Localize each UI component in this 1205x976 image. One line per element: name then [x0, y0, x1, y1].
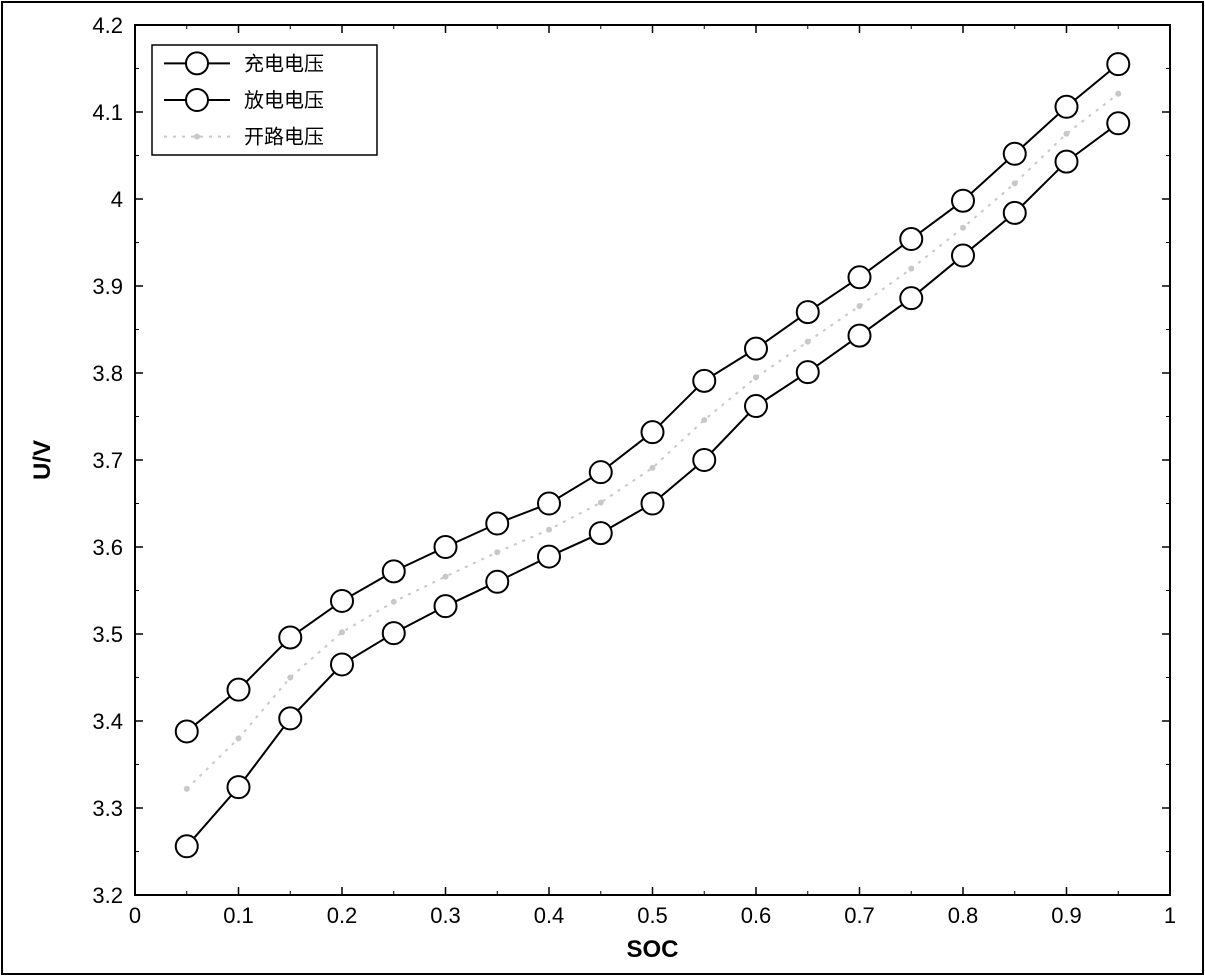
series-marker-ocv	[287, 675, 293, 681]
series-marker-charge	[435, 536, 457, 558]
chart-container: 0 0.1 0.2 0.3 0.4 0.5 0.6 0.7 0.8 0.9 1 3.2 3.3 3.4 3.…	[0, 0, 1205, 976]
series-marker-charge	[849, 266, 871, 288]
series-marker-discharge	[1056, 151, 1078, 173]
series-marker-charge	[228, 679, 250, 701]
series-marker-charge	[538, 493, 560, 515]
y-tick-label: 3.3	[92, 796, 123, 821]
y-tick-label: 3.5	[92, 622, 123, 647]
series-marker-discharge	[176, 835, 198, 857]
y-tick-label: 4.2	[92, 13, 123, 38]
x-tick-label: 0	[129, 903, 141, 928]
series-marker-discharge	[383, 622, 405, 644]
x-tick-label: 0.9	[1051, 903, 1082, 928]
y-tick-label: 3.8	[92, 361, 123, 386]
y-tick-label: 3.2	[92, 883, 123, 908]
series-marker-discharge	[538, 546, 560, 568]
series-marker-discharge	[1004, 202, 1026, 224]
series-marker-charge	[900, 228, 922, 250]
series-marker-charge	[1004, 143, 1026, 165]
series-marker-ocv	[236, 735, 242, 741]
series-marker-discharge	[228, 776, 250, 798]
series-marker-discharge	[642, 493, 664, 515]
x-axis-label: SOC	[626, 936, 678, 963]
x-tick-label: 1	[1164, 903, 1176, 928]
series-marker-ocv	[598, 500, 604, 506]
series-marker-ocv	[1012, 180, 1018, 186]
series-marker-ocv	[1115, 91, 1121, 97]
series-marker-charge	[693, 370, 715, 392]
series-marker-discharge	[279, 707, 301, 729]
series-marker-charge	[383, 560, 405, 582]
series-marker-discharge	[745, 395, 767, 417]
series-marker-discharge	[435, 595, 457, 617]
series-marker-charge	[797, 301, 819, 323]
series-marker-ocv	[753, 374, 759, 380]
series-marker-charge	[590, 461, 612, 483]
series-marker-ocv	[184, 786, 190, 792]
series-marker-charge	[642, 421, 664, 443]
series-marker-discharge	[693, 449, 715, 471]
series-marker-charge	[176, 720, 198, 742]
x-tick-label: 0.1	[223, 903, 254, 928]
legend-label-discharge: 放电电压	[244, 89, 324, 112]
y-tick-label: 3.9	[92, 274, 123, 299]
series-marker-charge	[279, 626, 301, 648]
series-marker-charge	[745, 338, 767, 360]
x-tick-label: 0.5	[637, 903, 668, 928]
series-marker-discharge	[900, 287, 922, 309]
series-marker-discharge	[1107, 112, 1129, 134]
soc-voltage-chart: 0 0.1 0.2 0.3 0.4 0.5 0.6 0.7 0.8 0.9 1 3.2 3.3 3.4 3.…	[0, 0, 1205, 976]
y-axis-label: U/V	[29, 440, 56, 480]
x-tick-label: 0.8	[948, 903, 979, 928]
series-marker-ocv	[701, 417, 707, 423]
series-marker-discharge	[590, 522, 612, 544]
series-marker-discharge	[797, 361, 819, 383]
series-marker-discharge	[486, 571, 508, 593]
series-marker-ocv	[339, 629, 345, 635]
x-tick-label: 0.4	[534, 903, 565, 928]
x-tick-label: 0.3	[430, 903, 461, 928]
series-marker-charge	[1056, 96, 1078, 118]
series-marker-ocv	[960, 225, 966, 231]
y-tick-label: 3.4	[92, 709, 123, 734]
y-tick-label: 3.7	[92, 448, 123, 473]
y-tick-label: 3.6	[92, 535, 123, 560]
y-tick-label: 4	[111, 187, 123, 212]
series-marker-ocv	[908, 266, 914, 272]
series-marker-charge	[1107, 53, 1129, 75]
series-marker-ocv	[805, 339, 811, 345]
series-marker-discharge	[331, 653, 353, 675]
series-marker-charge	[331, 590, 353, 612]
series-marker-discharge	[952, 245, 974, 267]
series-marker-ocv	[1064, 131, 1070, 137]
series-marker-charge	[952, 190, 974, 212]
x-tick-label: 0.6	[741, 903, 772, 928]
series-marker-ocv	[391, 599, 397, 605]
y-tick-label: 4.1	[92, 100, 123, 125]
series-marker-ocv	[494, 549, 500, 555]
series-marker-ocv	[546, 527, 552, 533]
legend-label-charge: 充电电压	[244, 52, 324, 75]
x-tick-label: 0.2	[327, 903, 358, 928]
x-tick-label: 0.7	[844, 903, 875, 928]
series-marker-ocv	[443, 574, 449, 580]
series-marker-discharge	[849, 325, 871, 347]
series-marker-ocv	[650, 465, 656, 471]
series-marker-charge	[486, 513, 508, 535]
legend-label-ocv: 开路电压	[244, 126, 324, 149]
series-marker-ocv	[857, 303, 863, 309]
